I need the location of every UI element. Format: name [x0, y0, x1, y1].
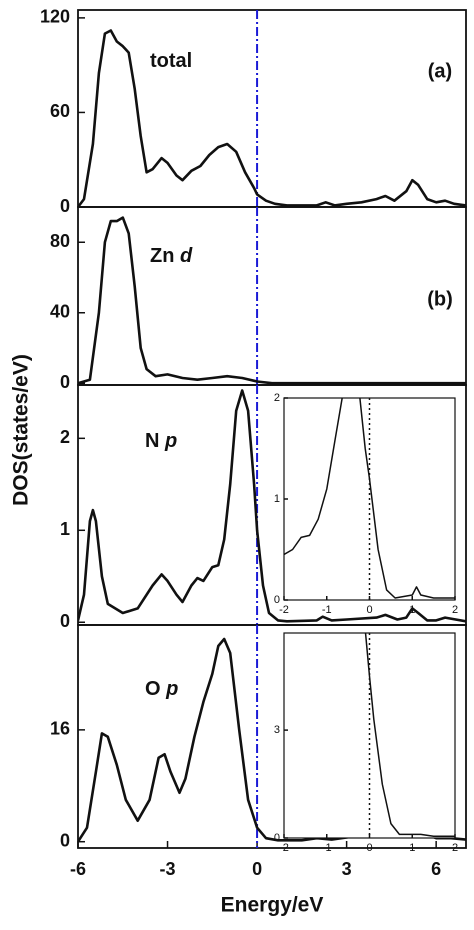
panel-tag: (a): [428, 60, 452, 82]
panel-label: O p: [145, 678, 178, 700]
dos-curve: [78, 216, 466, 385]
y-axis-label: DOS(states/eV): [10, 354, 33, 506]
x-axis-label: Energy/eV: [221, 894, 324, 917]
y-tick-label: 1: [274, 493, 280, 505]
orbital: p: [165, 678, 178, 700]
dos-curve: [78, 389, 466, 623]
x-tick-label: -2: [279, 604, 289, 616]
species: N: [145, 430, 159, 452]
x-tick-label: -6: [70, 859, 86, 879]
dos-curve: [78, 29, 466, 207]
y-tick-label: 0: [274, 594, 280, 606]
x-tick-label: -3: [160, 859, 176, 879]
x-tick-label: 0: [366, 842, 372, 854]
frame: [77, 624, 467, 849]
y-tick-label: 0: [60, 830, 70, 850]
x-tick-label: -1: [322, 842, 332, 854]
y-tick-label: 16: [50, 719, 70, 739]
panel-label: total: [150, 50, 192, 72]
y-tick-label: 2: [274, 392, 280, 404]
x-tick-label: 6: [431, 859, 441, 879]
x-tick-label: 1: [409, 842, 415, 854]
x-tick-label: 3: [342, 859, 352, 879]
x-tick-label: 2: [452, 604, 458, 616]
panel-label: Zn d: [150, 245, 193, 267]
x-tick-label: 2: [452, 842, 458, 854]
y-tick-label: 0: [60, 611, 70, 631]
y-tick-label: 120: [40, 7, 70, 27]
x-tick-label: 0: [252, 859, 262, 879]
x-tick-label: 1: [409, 604, 415, 616]
species: O: [145, 678, 161, 700]
x-tick-label: -1: [322, 604, 332, 616]
orbital: d: [180, 245, 193, 267]
y-tick-label: 40: [50, 301, 70, 321]
y-tick-label: 3: [274, 724, 280, 736]
dos-curve: [284, 398, 455, 599]
y-tick-label: 0: [274, 832, 280, 844]
y-tick-label: 0: [60, 372, 70, 392]
dos-curve: [364, 633, 455, 837]
species: total: [150, 50, 192, 72]
y-tick-label: 2: [60, 427, 70, 447]
orbital: p: [164, 430, 177, 452]
panel-tag: (b): [427, 288, 453, 310]
x-tick-label: -2: [279, 842, 289, 854]
y-tick-label: 60: [50, 101, 70, 121]
x-tick-label: 0: [366, 604, 372, 616]
y-tick-label: 80: [50, 231, 70, 251]
y-tick-label: 1: [60, 519, 70, 539]
panel-label: N p: [145, 430, 177, 452]
species: Zn: [150, 245, 174, 267]
y-tick-label: 0: [60, 196, 70, 216]
